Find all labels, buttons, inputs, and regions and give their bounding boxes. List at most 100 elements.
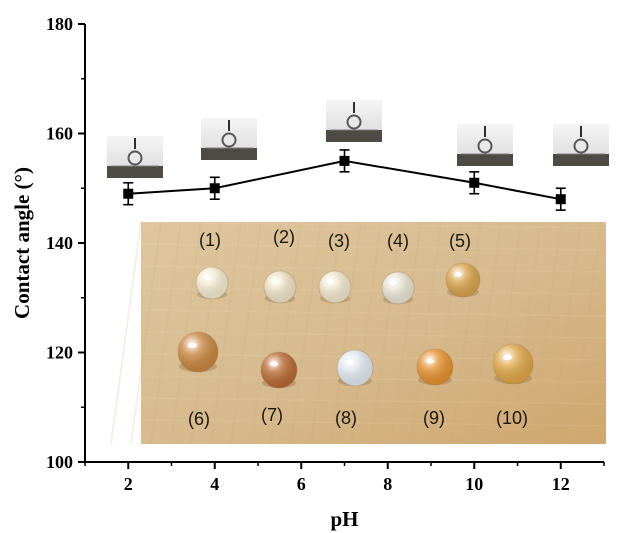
- inset-drop: [127, 150, 143, 166]
- fabric-weave-line: [140, 375, 607, 383]
- droplet-label: (2): [273, 227, 295, 247]
- droplet-shine: [261, 352, 297, 388]
- inset-needle: [580, 126, 582, 137]
- fabric-texture-line: [370, 221, 402, 445]
- droplet-label: (6): [188, 409, 210, 429]
- fabric-texture-line: [330, 221, 362, 445]
- droplet-2: [263, 270, 297, 304]
- fabric-weave-line: [140, 331, 607, 339]
- droplet-label: (4): [387, 231, 409, 251]
- inset-needle: [134, 138, 136, 149]
- droplet-8: [336, 349, 374, 387]
- inset-substrate: [553, 154, 609, 166]
- inset-drop: [477, 138, 493, 154]
- x-axis-label: pH: [330, 507, 358, 531]
- y-tick-label: 140: [46, 233, 73, 253]
- y-tick-label: 180: [46, 14, 73, 34]
- droplet-shine: [417, 349, 453, 385]
- fabric-texture-line: [490, 221, 522, 445]
- droplet-3: [318, 270, 352, 304]
- fabric-texture-line: [270, 221, 302, 445]
- x-tick-label: 12: [552, 474, 570, 494]
- inset-needle: [228, 120, 230, 131]
- y-axis-label: Contact angle (°): [10, 167, 34, 319]
- droplet-highlight: [425, 358, 435, 364]
- inset-drop: [221, 132, 237, 148]
- droplet-9: [416, 348, 454, 386]
- fabric-weave-line: [140, 265, 607, 273]
- fabric-weave-line: [140, 397, 607, 405]
- droplet-4: [381, 271, 415, 305]
- y-tick-label: 100: [46, 452, 73, 472]
- droplet-shine: [382, 272, 414, 304]
- axes: 100 120 140 160 180 2 4 6 8 10 12 pH Contact angle (…: [10, 14, 605, 531]
- fabric-weave-line: [140, 309, 607, 317]
- droplet-highlight: [203, 275, 212, 280]
- contact-angle-inset-3: [326, 100, 382, 142]
- inset-drop: [346, 114, 362, 130]
- fabric-texture-line: [390, 221, 422, 445]
- inset-substrate: [201, 148, 257, 160]
- fabric-texture-line: [170, 221, 202, 445]
- fabric-texture-line: [350, 221, 382, 445]
- fabric-texture-line: [210, 221, 242, 445]
- fabric-texture-line: [190, 221, 222, 445]
- contact-angle-inset-1: [107, 136, 163, 178]
- data-point: [339, 155, 350, 166]
- data-point: [469, 177, 480, 188]
- contact-angle-insets: [107, 100, 609, 178]
- inset-substrate: [326, 130, 382, 142]
- droplet-label: (8): [335, 408, 357, 428]
- fabric-texture-line: [110, 221, 142, 445]
- droplet-10: [492, 343, 534, 385]
- fabric-weave-line: [140, 419, 607, 427]
- y-tick-label: 120: [46, 343, 73, 363]
- fabric-weave-line: [140, 243, 607, 251]
- photo-background: [141, 222, 606, 444]
- inset-needle: [353, 102, 355, 113]
- droplet-highlight: [454, 272, 463, 277]
- fabric-texture-line: [510, 221, 542, 445]
- droplet-shine: [178, 332, 218, 372]
- plot-area: [123, 149, 566, 211]
- data-point: [555, 194, 566, 205]
- droplet-6: [177, 331, 219, 373]
- inset-needle: [484, 126, 486, 137]
- fabric-texture-line: [470, 221, 502, 445]
- fabric-texture-line: [430, 221, 462, 445]
- x-tick-label: 10: [465, 474, 483, 494]
- droplet-highlight: [269, 361, 279, 367]
- fabric-texture-line: [410, 221, 442, 445]
- droplet-highlight: [326, 279, 335, 284]
- fabric-texture-line: [150, 221, 182, 445]
- droplet-highlight: [271, 279, 280, 284]
- droplet-photo: (1) (2) (3) (4) (5) (6) (7) (8) (9) (10): [110, 221, 607, 445]
- fabric-texture-line: [530, 221, 562, 445]
- contact-angle-inset-5: [553, 124, 609, 166]
- droplet-label: (7): [261, 405, 283, 425]
- droplet-label: (10): [496, 408, 528, 428]
- fabric-texture-line: [310, 221, 342, 445]
- droplet-highlight: [187, 342, 198, 349]
- droplet-shine: [337, 350, 373, 386]
- droplet-label: (1): [199, 230, 221, 250]
- x-tick-label: 2: [124, 474, 133, 494]
- droplet-highlight: [389, 280, 398, 285]
- inset-substrate: [107, 166, 163, 178]
- data-point: [209, 183, 220, 194]
- fabric-texture-line: [130, 221, 162, 445]
- y-tick-label: 160: [46, 124, 73, 144]
- fabric-texture-line: [550, 221, 582, 445]
- data-point: [123, 188, 134, 199]
- droplet-highlight: [345, 359, 355, 365]
- droplet-label: (9): [423, 408, 445, 428]
- x-tick-label: 8: [383, 474, 392, 494]
- droplet-1: [195, 266, 229, 300]
- droplet-shine: [446, 263, 480, 297]
- droplet-shine: [196, 267, 228, 299]
- droplet-shine: [264, 271, 296, 303]
- droplet-label: (3): [328, 231, 350, 251]
- droplet-7: [260, 351, 298, 389]
